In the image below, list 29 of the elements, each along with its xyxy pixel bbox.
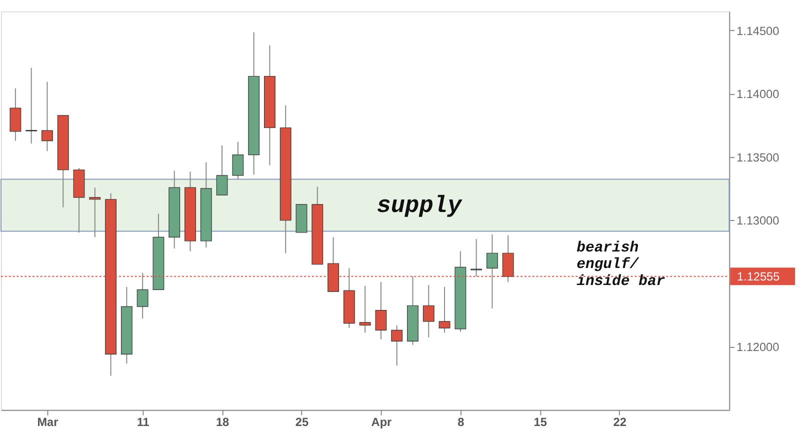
- candlestick: [216, 144, 228, 196]
- annotation: bearish engulf/ inside bar: [576, 240, 666, 290]
- candlestick: [422, 284, 434, 338]
- candlestick: [375, 282, 387, 340]
- candlestick: [438, 286, 450, 334]
- candlestick: [391, 324, 403, 366]
- candlestick: [89, 187, 101, 238]
- x-tick-label: 18: [216, 415, 230, 430]
- x-tick-label: 11: [136, 415, 150, 430]
- y-tick-label: 1.14000: [736, 87, 780, 102]
- band-label: supply: [376, 193, 463, 220]
- candlestick: [10, 88, 22, 142]
- y-tick-label: 1.13500: [736, 150, 780, 164]
- candlestick: [359, 285, 371, 334]
- y-tick-label: 1.13000: [736, 214, 780, 228]
- candlestick: [470, 238, 482, 278]
- candlestick: [232, 141, 244, 180]
- x-tick-label: 25: [295, 415, 309, 430]
- x-tick-label: 15: [534, 415, 548, 430]
- y-tick-label: 1.12000: [736, 340, 780, 354]
- x-tick-label: 8: [458, 415, 465, 430]
- candlestick: [42, 81, 53, 152]
- x-tick-label: Mar: [37, 415, 59, 430]
- ref-line-label: 1.12555: [737, 269, 780, 284]
- candlestick: [136, 272, 148, 320]
- x-tick-label: Apr: [371, 415, 392, 430]
- x-tick-label: 22: [613, 415, 627, 430]
- y-tick-label: 1.14500: [736, 24, 780, 38]
- candlestick: [486, 234, 498, 309]
